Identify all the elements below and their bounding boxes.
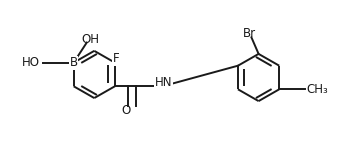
Text: B: B <box>69 56 78 69</box>
Text: F: F <box>113 52 120 65</box>
Text: O: O <box>121 104 130 117</box>
Text: OH: OH <box>81 33 99 46</box>
Text: CH₃: CH₃ <box>306 83 328 96</box>
Text: HN: HN <box>155 75 172 89</box>
Text: HO: HO <box>22 56 40 69</box>
Text: Br: Br <box>243 27 256 40</box>
